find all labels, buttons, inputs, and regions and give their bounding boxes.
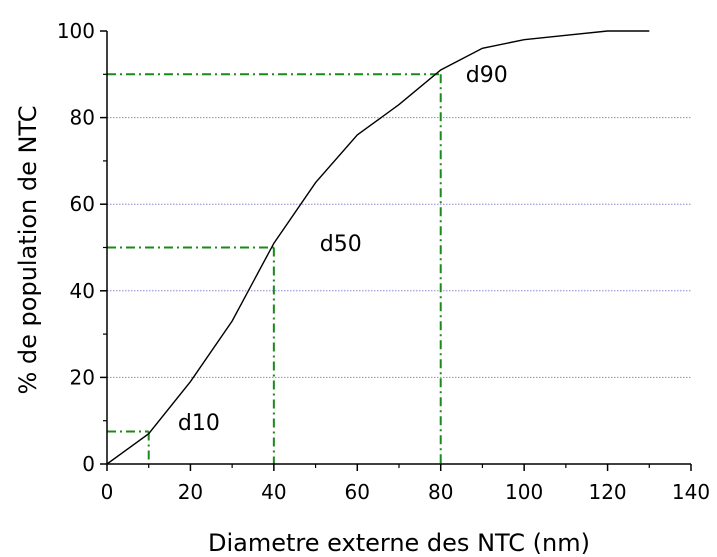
axes: [106, 31, 691, 465]
y-axis-title: % de population de NTC: [14, 106, 42, 395]
cumulative-curve: [106, 30, 650, 465]
y-tick-label: 60: [70, 192, 95, 216]
grid-lines: [107, 117, 691, 378]
annotation-d90: d90: [466, 63, 508, 88]
ticks: [100, 30, 692, 471]
y-tick-label: 0: [82, 452, 95, 476]
y-tick-label: 80: [70, 106, 95, 130]
x-tick-label: 120: [588, 480, 626, 504]
x-tick-label: 0: [101, 480, 114, 504]
y-tick-label: 20: [70, 365, 95, 389]
x-tick-label: 100: [505, 480, 543, 504]
annotation-labels: d10 d50 d90: [178, 63, 508, 436]
x-axis-title: Diametre externe des NTC (nm): [208, 529, 590, 557]
x-tick-label: 60: [345, 480, 370, 504]
x-tick-label: 140: [672, 480, 710, 504]
y-tick-label: 40: [70, 279, 95, 303]
tick-labels: 0 20 40 60 80 100 120 140 0 20 40 60 80 100: [57, 19, 710, 504]
annotation-d50: d50: [320, 232, 362, 257]
x-tick-label: 40: [261, 480, 286, 504]
annotation-guides: [107, 73, 442, 464]
y-tick-label: 100: [57, 19, 95, 43]
x-tick-label: 20: [178, 480, 203, 504]
annotation-d10: d10: [178, 411, 220, 436]
x-tick-label: 80: [428, 480, 453, 504]
